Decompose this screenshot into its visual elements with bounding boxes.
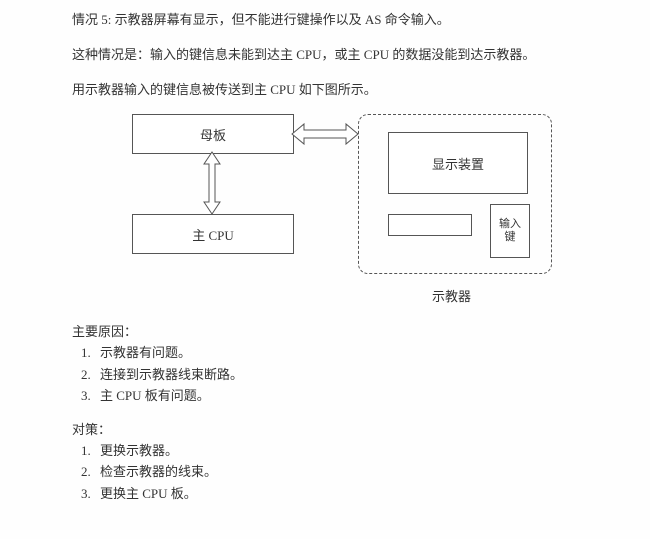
measure-item: 更换示教器。	[94, 440, 610, 461]
box-small-unlabeled	[388, 214, 472, 236]
paragraph-situation: 情况 5: 示教器屏幕有显示，但不能进行键操作以及 AS 命令输入。	[72, 10, 610, 31]
box-main-cpu: 主 CPU	[132, 214, 294, 254]
cause-item: 主 CPU 板有问题。	[94, 385, 610, 406]
label-display-device: 显示装置	[432, 154, 484, 173]
caption-teach-pendant: 示教器	[432, 286, 471, 305]
label-main-cpu: 主 CPU	[192, 225, 234, 244]
cause-item: 连接到示教器线束断路。	[94, 364, 610, 385]
flow-diagram: 母板 主 CPU 显示装置 输入 键 示教器	[72, 114, 610, 309]
title-measures: 对策：	[72, 419, 610, 438]
list-causes: 示教器有问题。 连接到示教器线束断路。 主 CPU 板有问题。	[72, 342, 610, 406]
label-motherboard: 母板	[200, 125, 226, 144]
arrow-horizontal	[292, 122, 358, 146]
label-input-key: 输入 键	[499, 218, 521, 244]
measure-item: 检查示教器的线束。	[94, 461, 610, 482]
paragraph-explanation: 这种情况是：输入的键信息未能到达主 CPU，或主 CPU 的数据没能到达示教器。	[72, 45, 610, 66]
title-causes: 主要原因：	[72, 321, 610, 340]
document-page: 情况 5: 示教器屏幕有显示，但不能进行键操作以及 AS 命令输入。 这种情况是…	[0, 0, 650, 524]
list-measures: 更换示教器。 检查示教器的线束。 更换主 CPU 板。	[72, 440, 610, 504]
box-display-device: 显示装置	[388, 132, 528, 194]
box-motherboard: 母板	[132, 114, 294, 154]
box-input-key: 输入 键	[490, 204, 530, 258]
measure-item: 更换主 CPU 板。	[94, 483, 610, 504]
paragraph-intro-diagram: 用示教器输入的键信息被传送到主 CPU 如下图所示。	[72, 80, 610, 101]
cause-item: 示教器有问题。	[94, 342, 610, 363]
arrow-vertical	[200, 152, 224, 214]
